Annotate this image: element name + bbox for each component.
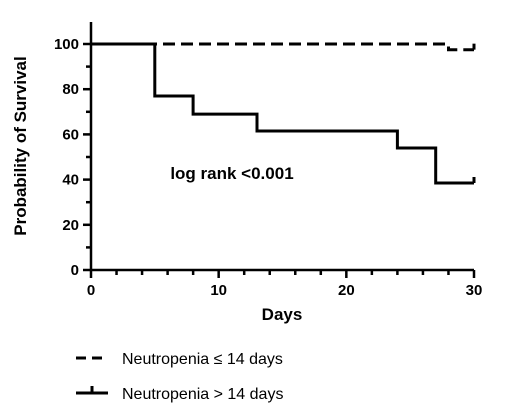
x-tick-label-1: 10 bbox=[210, 282, 227, 299]
y-tick-label-2: 40 bbox=[62, 172, 79, 189]
y-axis-title: Probability of Survival bbox=[11, 56, 30, 236]
legend-label-0: Neutropenia ≤ 14 days bbox=[122, 351, 283, 368]
legend: Neutropenia ≤ 14 days Neutropenia > 14 d… bbox=[76, 351, 283, 403]
series-line-0 bbox=[91, 42, 474, 52]
x-tick-label-2: 20 bbox=[338, 282, 355, 299]
axes bbox=[89, 22, 474, 272]
legend-label-1: Neutropenia > 14 days bbox=[122, 386, 283, 403]
log-rank-annotation: log rank <0.001 bbox=[170, 164, 293, 183]
y-tick-label-0: 0 bbox=[71, 262, 79, 279]
x-tick-label-0: 0 bbox=[87, 282, 95, 299]
x-tick-label-3: 30 bbox=[466, 282, 483, 299]
series-line-1 bbox=[91, 42, 474, 185]
y-tick-label-5: 100 bbox=[54, 36, 79, 53]
x-axis-title: Days bbox=[262, 305, 303, 324]
y-tick-label-4: 80 bbox=[62, 81, 79, 98]
ticks: 0 20 40 60 80 100 0 10 20 30 bbox=[54, 36, 482, 299]
y-tick-label-3: 60 bbox=[62, 126, 79, 143]
y-tick-label-1: 20 bbox=[62, 217, 79, 234]
series-lines bbox=[91, 42, 476, 185]
